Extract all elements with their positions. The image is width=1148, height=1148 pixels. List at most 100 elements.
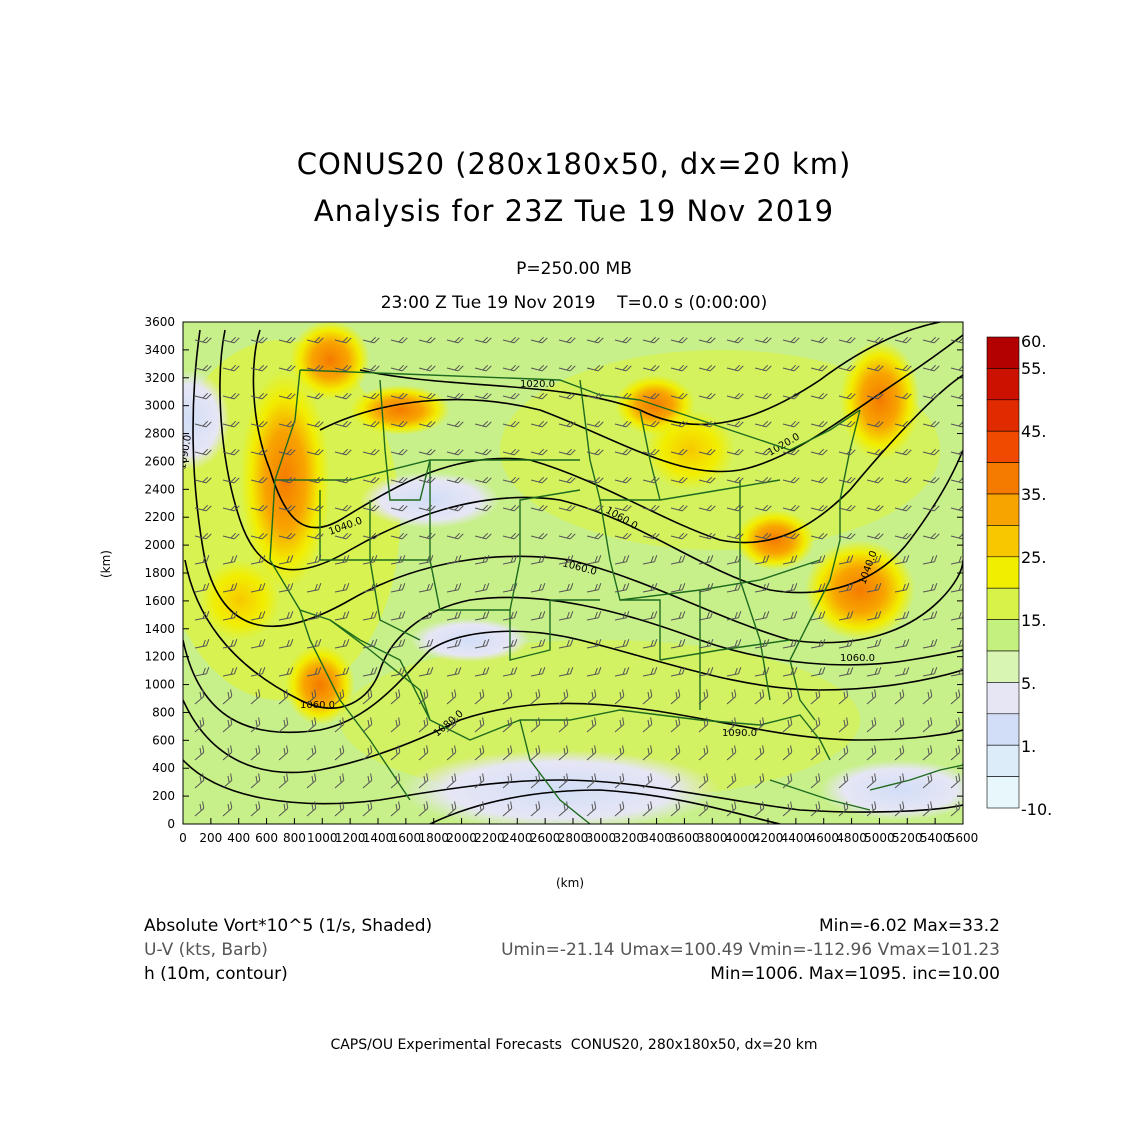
wind-barb [866, 392, 884, 400]
wind-barb [726, 745, 737, 761]
y-tick-label: 2600 [144, 454, 175, 468]
wind-barb [950, 801, 961, 817]
wind-barb [362, 532, 380, 540]
wind-barb [250, 448, 268, 456]
wind-barb [614, 364, 632, 372]
wind-barb [810, 801, 821, 817]
wind-barb [670, 667, 686, 677]
wind-barb [390, 667, 406, 677]
wind-barb [726, 392, 744, 400]
wind-barb [306, 476, 324, 484]
wind-barb [670, 773, 681, 789]
wind-barb [698, 667, 714, 677]
wind-barb [614, 448, 632, 456]
footer-credit: CAPS/OU Experimental Forecasts CONUS20, … [330, 1037, 818, 1053]
wind-barb [922, 745, 933, 761]
wind-barb [306, 448, 324, 456]
wind-barb [754, 504, 772, 512]
wind-barb [754, 476, 772, 484]
contour-line [319, 334, 963, 473]
wind-barb [838, 745, 849, 761]
wind-barb [754, 392, 772, 400]
x-tick-label: 1600 [391, 831, 422, 845]
wind-barb [894, 745, 905, 761]
wind-barb [614, 667, 630, 677]
wind-barb [390, 689, 401, 705]
state-border [509, 599, 600, 661]
x-tick-label: 400 [227, 831, 250, 845]
wind-barb [670, 717, 681, 733]
wind-barb [586, 504, 604, 512]
wind-barb [698, 801, 709, 817]
wind-barb [866, 336, 884, 344]
y-tick-label: 0 [167, 817, 175, 831]
wind-barb [782, 639, 798, 649]
wind-barb [530, 555, 546, 565]
color-bar-swatch [986, 587, 1020, 620]
wind-barb [726, 801, 737, 817]
x-tick-label: 3600 [669, 831, 700, 845]
high-vort-region [735, 510, 815, 570]
wind-barb [278, 504, 296, 512]
wind-barb [334, 476, 352, 484]
wind-barb [894, 583, 910, 593]
wind-barb [278, 392, 296, 400]
wind-barb [558, 448, 576, 456]
wind-barb [782, 448, 800, 456]
wind-barb [446, 364, 464, 372]
wind-barb [670, 504, 688, 512]
wind-barb [866, 476, 884, 484]
x-tick-label: 2600 [530, 831, 561, 845]
wind-barb [754, 336, 772, 344]
contour-line [184, 559, 963, 709]
wind-barb [474, 745, 485, 761]
wind-barb [418, 555, 434, 565]
wind-barb [390, 583, 406, 593]
legend-height: h (10m, contour) [144, 964, 288, 984]
pressure-level: P=250.00 MB [516, 259, 632, 279]
wind-barb [558, 611, 574, 621]
wind-barb [950, 689, 961, 705]
wind-barb [866, 555, 882, 565]
wind-barb [418, 611, 434, 621]
wind-barb [390, 392, 408, 400]
wind-barb [418, 717, 429, 733]
wind-barb [362, 504, 380, 512]
wind-barb [670, 364, 688, 372]
wind-barb [698, 583, 714, 593]
wind-barb [250, 639, 266, 649]
wind-barb [810, 448, 828, 456]
wind-barb [894, 476, 912, 484]
x-tick-label: 800 [283, 831, 306, 845]
wind-barb [530, 583, 546, 593]
wind-barb [810, 745, 821, 761]
wind-barb [390, 420, 408, 428]
wind-barb [390, 504, 408, 512]
wind-barb [222, 336, 240, 344]
wind-barb [866, 504, 884, 512]
wind-barb [642, 504, 660, 512]
wind-barb [390, 717, 401, 733]
wind-barb [670, 801, 681, 817]
wind-barb [502, 448, 520, 456]
wind-barb [558, 689, 569, 705]
wind-barb [278, 583, 294, 593]
wind-barb [446, 336, 464, 344]
wind-barb [782, 420, 800, 428]
wind-barb [810, 420, 828, 428]
wind-barb [810, 555, 826, 565]
wind-barb [222, 448, 240, 456]
wind-barb [670, 555, 686, 565]
wind-barb [726, 639, 742, 649]
color-bar-swatch [986, 493, 1020, 526]
wind-barb [390, 448, 408, 456]
wind-barb [726, 504, 744, 512]
wind-barb [838, 773, 849, 789]
wind-barb [390, 773, 401, 789]
wind-barb [222, 717, 233, 733]
contour-line [429, 789, 781, 824]
wind-barb [866, 583, 882, 593]
wind-barb [866, 364, 884, 372]
wind-barb [922, 717, 933, 733]
wind-barb [642, 583, 658, 593]
